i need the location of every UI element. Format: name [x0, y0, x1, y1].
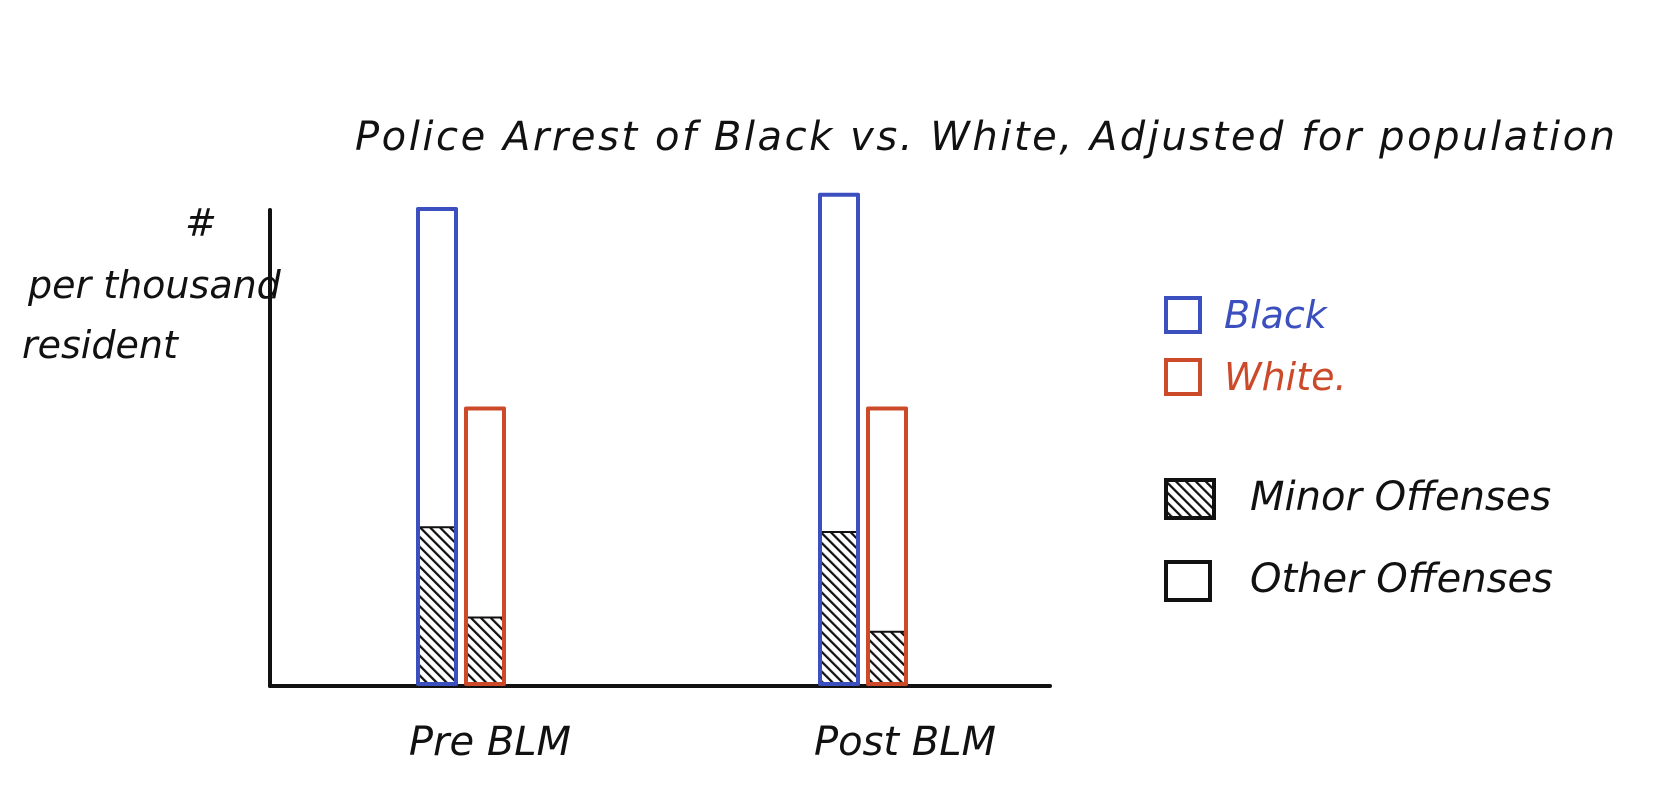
- bar-total-white-post-blm: [866, 406, 908, 686]
- y-axis-label-symbol: #: [185, 201, 217, 245]
- legend-label-white: White.: [1224, 355, 1347, 399]
- bar-total-black-post-blm: [818, 192, 860, 686]
- x-tick-label-pre-blm: Pre BLM: [409, 719, 571, 765]
- bars-group: [416, 192, 908, 686]
- y-axis-label-line2: resident: [22, 323, 180, 367]
- legend-label-other: Other Offenses: [1250, 556, 1553, 602]
- bar-total-black-pre-blm: [416, 207, 458, 686]
- legend-label-black: Black: [1224, 293, 1329, 337]
- bar-total-white-pre-blm: [464, 406, 506, 686]
- bar-minor-black-post-blm: [819, 531, 859, 685]
- legend-swatch-black: [1164, 296, 1202, 334]
- legend-swatch-other: [1164, 560, 1212, 602]
- legend-swatch-white: [1164, 358, 1202, 396]
- bar-minor-white-pre-blm: [465, 616, 505, 685]
- bar-minor-black-pre-blm: [417, 526, 457, 685]
- legend-label-minor: Minor Offenses: [1250, 474, 1551, 520]
- y-axis-label-line1: per thousand: [27, 263, 282, 307]
- bar-minor-white-post-blm: [867, 630, 907, 685]
- chart-title: Police Arrest of Black vs. White, Adjust…: [355, 114, 1615, 160]
- legend-swatch-minor: [1164, 478, 1216, 520]
- x-tick-label-post-blm: Post BLM: [814, 719, 996, 765]
- legend: Black White. Minor Offenses Other Offens…: [1164, 293, 1553, 602]
